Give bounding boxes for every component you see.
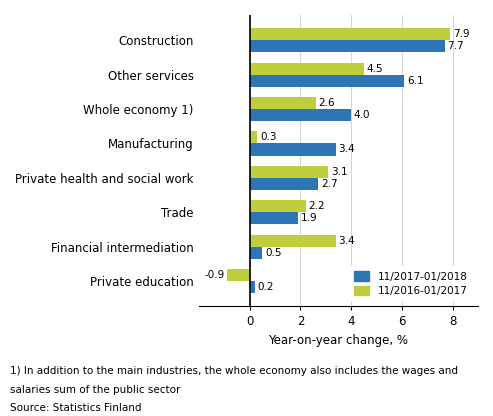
Text: 2.6: 2.6 <box>318 98 335 108</box>
Text: Source: Statistics Finland: Source: Statistics Finland <box>10 403 141 413</box>
Bar <box>250 97 316 109</box>
X-axis label: Year-on-year change, %: Year-on-year change, % <box>269 334 409 347</box>
Bar <box>250 178 318 190</box>
Text: 0.5: 0.5 <box>265 248 282 258</box>
Text: 6.1: 6.1 <box>407 76 423 86</box>
Bar <box>250 40 445 52</box>
Bar <box>250 131 257 144</box>
Bar <box>250 75 404 87</box>
Bar <box>250 281 255 293</box>
Bar <box>250 247 262 259</box>
Bar <box>250 166 328 178</box>
Text: 7.7: 7.7 <box>448 41 464 51</box>
Text: salaries sum of the public sector: salaries sum of the public sector <box>10 385 180 395</box>
Bar <box>250 200 306 212</box>
Bar <box>250 109 351 121</box>
Text: 0.3: 0.3 <box>260 132 277 142</box>
Bar <box>250 212 298 224</box>
Bar <box>227 269 250 281</box>
Text: 4.5: 4.5 <box>366 64 383 74</box>
Text: 1.9: 1.9 <box>301 213 317 223</box>
Text: -0.9: -0.9 <box>204 270 224 280</box>
Text: 0.2: 0.2 <box>257 282 274 292</box>
Text: 7.9: 7.9 <box>453 29 469 39</box>
Bar <box>250 63 364 75</box>
Text: 4.0: 4.0 <box>354 110 370 120</box>
Text: 3.1: 3.1 <box>331 167 348 177</box>
Bar <box>250 235 336 247</box>
Text: 2.2: 2.2 <box>308 201 325 211</box>
Legend: 11/2017-01/2018, 11/2016-01/2017: 11/2017-01/2018, 11/2016-01/2017 <box>349 266 473 301</box>
Text: 1) In addition to the main industries, the whole economy also includes the wages: 1) In addition to the main industries, t… <box>10 366 458 376</box>
Text: 2.7: 2.7 <box>321 179 337 189</box>
Bar <box>250 144 336 156</box>
Text: 3.4: 3.4 <box>339 144 355 154</box>
Text: 3.4: 3.4 <box>339 235 355 245</box>
Bar <box>250 28 450 40</box>
